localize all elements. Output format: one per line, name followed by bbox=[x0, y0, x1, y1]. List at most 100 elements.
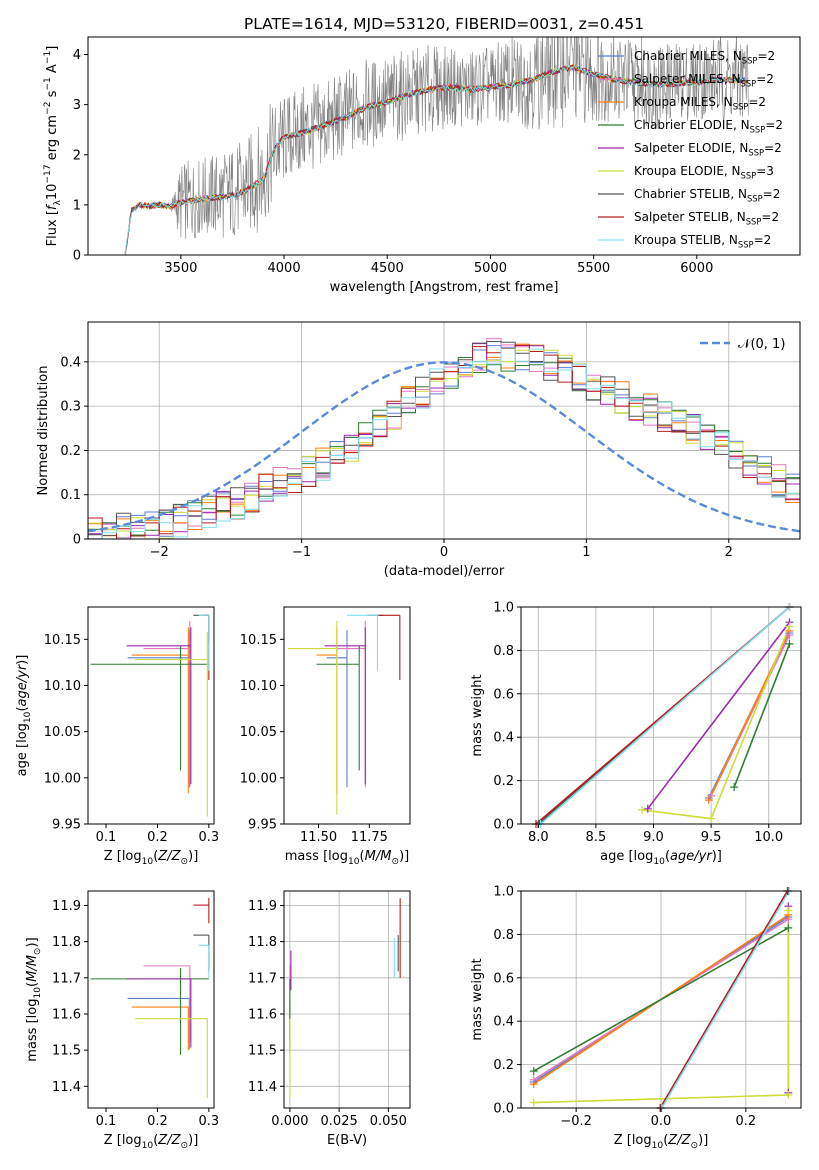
axes-frame bbox=[283, 606, 411, 825]
axes-frame bbox=[87, 890, 215, 1109]
x-axis-label: Z [log10(Z/Z⊙)] bbox=[104, 1133, 199, 1151]
y-tick-label: 10.15 bbox=[44, 633, 81, 648]
y-tick-label: 0.0 bbox=[493, 1102, 514, 1117]
series-marker bbox=[785, 622, 794, 631]
plot-massweight_vs_age: 8.0 8.5 9.0 9.5 10.0 0.0 0.2 0.4 0.6 0.8 1.0 age [l… bbox=[470, 601, 802, 867]
x-tick-label: 11.50 bbox=[300, 830, 337, 845]
y-tick-label: 9.95 bbox=[52, 818, 81, 833]
x-tick-label: 0.1 bbox=[96, 830, 117, 845]
x-tick-label: 0.000 bbox=[271, 1114, 308, 1129]
spectrum-model-line bbox=[124, 64, 748, 255]
series-marker bbox=[730, 783, 739, 792]
y-tick-label: 11.6 bbox=[52, 1007, 81, 1022]
plot-spectrum: Chabrier MILES, NSSP=2 Salpeter MILES, NS… bbox=[43, 36, 801, 295]
y-tick-label: 0 bbox=[73, 249, 81, 264]
x-axis-label: wavelength [Angstrom, rest frame] bbox=[330, 280, 559, 295]
x-axis-label: age [log10(age/yr)] bbox=[600, 849, 722, 867]
y-tick-label: 3 bbox=[73, 98, 81, 113]
axes-frame bbox=[87, 36, 801, 256]
series-marker bbox=[784, 1090, 793, 1099]
x-tick-label: 1 bbox=[582, 545, 590, 560]
y-tick-label: 11.9 bbox=[248, 899, 277, 914]
x-tick-label: 0.3 bbox=[199, 1114, 220, 1129]
y-tick-label: 10.10 bbox=[240, 679, 277, 694]
y-axis-label: age [log10(age/yr)] bbox=[15, 655, 33, 777]
x-tick-label: 8.5 bbox=[586, 830, 607, 845]
series-marker bbox=[707, 791, 716, 800]
x-tick-label: 6000 bbox=[680, 261, 713, 276]
x-tick-label: −2 bbox=[150, 545, 169, 560]
plot-area bbox=[90, 614, 210, 817]
legend-label: Chabrier STELIB, NSSP=2 bbox=[634, 187, 780, 204]
plot-massweight_vs_Z: −0.2 0.0 0.2 0.0 0.2 0.4 0.6 0.8 1.0 Z [log10(Z/Z… bbox=[470, 885, 802, 1151]
x-axis-label: mass [log10(M/M⊙)] bbox=[285, 849, 409, 867]
series-line bbox=[540, 607, 791, 824]
histogram-step bbox=[88, 343, 800, 539]
legend-label: Salpeter MILES, NSSP=2 bbox=[634, 72, 774, 89]
y-tick-label: 11.5 bbox=[52, 1044, 81, 1059]
y-tick-label: 0.0 bbox=[493, 818, 514, 833]
y-tick-label: 10.00 bbox=[240, 771, 277, 786]
x-tick-label: 4000 bbox=[268, 261, 301, 276]
x-tick-label: 10.0 bbox=[754, 830, 783, 845]
series-marker bbox=[643, 804, 652, 813]
series-marker bbox=[707, 814, 716, 823]
y-tick-label: 11.6 bbox=[248, 1007, 277, 1022]
gaussian-curve bbox=[88, 361, 800, 533]
x-tick-label: 0.2 bbox=[736, 1114, 757, 1129]
y-tick-label: 10.05 bbox=[44, 725, 81, 740]
x-tick-label: 5000 bbox=[474, 261, 507, 276]
series-line bbox=[647, 621, 791, 810]
y-tick-label: 0.3 bbox=[60, 400, 81, 415]
x-axis-label: (data-model)/error bbox=[384, 564, 505, 579]
legend-label: Kroupa ELODIE, NSSP=3 bbox=[634, 164, 774, 181]
plot-area bbox=[88, 338, 800, 539]
x-tick-label: 0.1 bbox=[96, 1114, 117, 1129]
x-tick-label: 5500 bbox=[577, 261, 610, 276]
x-tick-label: 0.2 bbox=[147, 1114, 168, 1129]
legend-label: 𝒩(0, 1) bbox=[738, 337, 785, 352]
x-tick-label: 8.0 bbox=[528, 830, 549, 845]
y-tick-label: 1 bbox=[73, 198, 81, 213]
x-axis-label: Z [log10(Z/Z⊙)] bbox=[104, 849, 199, 867]
histogram-step bbox=[88, 347, 800, 539]
histogram-step bbox=[88, 343, 800, 539]
x-tick-label: 0 bbox=[440, 545, 448, 560]
y-axis-label: Flux [fλ10−17 erg cm−2 s−1 A−1] bbox=[43, 46, 63, 247]
x-tick-label: 9.5 bbox=[701, 830, 722, 845]
x-tick-label: 0.0 bbox=[651, 1114, 672, 1129]
plot-area bbox=[289, 898, 401, 1099]
x-tick-label: −1 bbox=[292, 545, 311, 560]
legend-label: Salpeter STELIB, NSSP=2 bbox=[634, 210, 779, 227]
x-tick-label: 2 bbox=[725, 545, 733, 560]
y-axis-label: Normed distribution bbox=[36, 366, 51, 496]
histogram-step bbox=[88, 338, 800, 539]
histogram-step bbox=[88, 344, 800, 539]
x-tick-label: 11.75 bbox=[351, 830, 388, 845]
y-tick-label: 11.8 bbox=[52, 935, 81, 950]
y-tick-label: 11.4 bbox=[52, 1080, 81, 1095]
series-line bbox=[733, 643, 791, 788]
series-marker bbox=[784, 906, 793, 915]
axes-frame bbox=[520, 606, 802, 825]
histogram-step bbox=[88, 345, 800, 539]
spectrum-data-line bbox=[124, 37, 749, 255]
legend-label: Salpeter ELODIE, NSSP=2 bbox=[634, 141, 782, 158]
plot-area bbox=[90, 897, 210, 1099]
y-tick-label: 0.8 bbox=[493, 928, 514, 943]
series-line bbox=[533, 927, 789, 1072]
x-axis-label: Z [log10(Z/Z⊙)] bbox=[614, 1133, 709, 1151]
y-tick-label: 10.05 bbox=[240, 725, 277, 740]
series-marker bbox=[529, 1080, 538, 1089]
y-tick-label: 0.1 bbox=[60, 488, 81, 503]
x-tick-label: 3500 bbox=[164, 261, 197, 276]
y-tick-label: 11.8 bbox=[248, 935, 277, 950]
y-tick-label: 0.8 bbox=[493, 644, 514, 659]
y-tick-label: 2 bbox=[73, 148, 81, 163]
legend: Chabrier MILES, NSSP=2 Salpeter MILES, NS… bbox=[598, 49, 783, 250]
series-marker bbox=[637, 805, 646, 814]
x-axis-label: E(B-V) bbox=[327, 1133, 367, 1148]
legend-label: Chabrier MILES, NSSP=2 bbox=[634, 49, 775, 66]
plot-residuals: 𝒩(0, 1) −2 −1 0 1 2 0 0.1 0.2 0.3 0.4 (data-model)/… bbox=[36, 321, 801, 579]
x-tick-label: 0.2 bbox=[147, 830, 168, 845]
